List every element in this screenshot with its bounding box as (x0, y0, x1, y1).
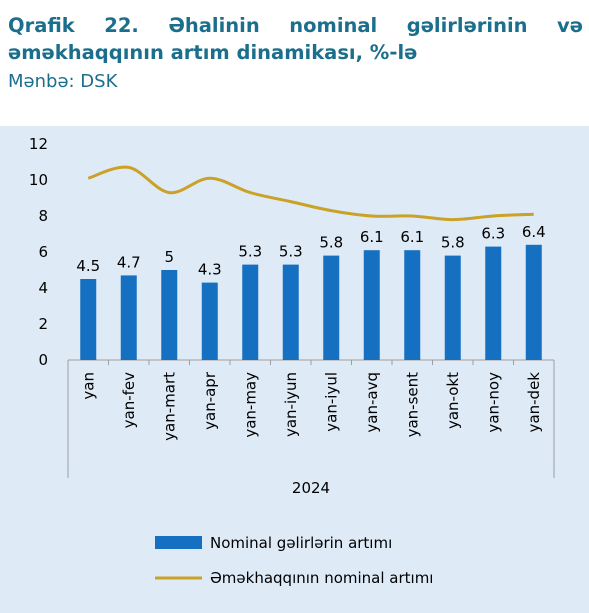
bar-data-label: 4.3 (198, 261, 222, 279)
x-category-label: yan-sent (403, 372, 421, 438)
chart-svg: 0 2 4 6 8 10 12 4.5 4.7 5 4.3 5.3 5.3 5.8 6.1 6.1 5.8 6.3… (29, 135, 555, 587)
y-tick-label: 12 (29, 135, 48, 153)
bar-data-label: 4.5 (76, 257, 100, 275)
y-tick-label: 4 (38, 279, 48, 297)
legend-swatch-bar (155, 536, 202, 549)
x-category-label: yan-iyul (322, 372, 340, 432)
bar-data-label: 5.8 (441, 234, 465, 252)
chart-area: 0 2 4 6 8 10 12 4.5 4.7 5 4.3 5.3 5.3 5.8 6.1 6.1 5.8 6.3… (0, 126, 589, 613)
bar-data-label: 5.8 (319, 234, 343, 252)
x-category-label: yan-avq (363, 372, 381, 433)
x-category-label: yan-fev (120, 372, 138, 428)
y-tick-label: 2 (38, 315, 48, 333)
x-category-label: yan-noy (484, 372, 502, 433)
bar (485, 246, 502, 360)
y-tick-label: 8 (38, 207, 48, 225)
bar (120, 275, 137, 360)
bar (242, 264, 259, 360)
bar-data-label: 6.3 (481, 225, 505, 243)
line-series-wage (87, 165, 534, 222)
x-category-label: yan (79, 372, 97, 400)
x-category-label: yan-dek (525, 372, 543, 433)
bar (525, 244, 542, 360)
x-category-label: yan-okt (444, 372, 462, 429)
bar-data-label: 4.7 (117, 253, 141, 271)
y-tick-label: 6 (38, 243, 48, 261)
bar-data-label: 6.4 (522, 223, 546, 241)
chart-title: Qrafik 22. Əhalinin nominal gəlirlərinin… (8, 14, 583, 64)
x-category-label: yan-apr (201, 371, 219, 430)
x-category-label: yan-iyun (282, 372, 300, 437)
y-tick-label: 0 (38, 351, 48, 369)
bar (161, 270, 178, 360)
chart-source: Mənbə: DSK (8, 71, 118, 92)
bar (404, 250, 421, 360)
bar (282, 264, 299, 360)
bar (323, 255, 340, 360)
legend-label-bar: Nominal gəlirlərin artımı (210, 534, 392, 552)
x-group-label: 2024 (292, 479, 330, 497)
bar (444, 255, 461, 360)
bar (80, 279, 97, 360)
y-tick-label: 10 (29, 171, 48, 189)
bar (201, 282, 218, 360)
bar-data-label: 5.3 (279, 243, 303, 261)
bar-data-label: 6.1 (400, 228, 424, 246)
legend-label-line: Əməkhaqqının nominal artımı (210, 569, 433, 587)
title-block: Qrafik 22. Əhalinin nominal gəlirlərinin… (8, 12, 583, 92)
bar-data-label: 5 (164, 248, 174, 266)
bar (363, 250, 380, 360)
x-category-label: yan-mart (160, 372, 178, 441)
bar-data-label: 5.3 (238, 243, 262, 261)
x-category-label: yan-may (241, 372, 259, 438)
bar-data-label: 6.1 (360, 228, 384, 246)
